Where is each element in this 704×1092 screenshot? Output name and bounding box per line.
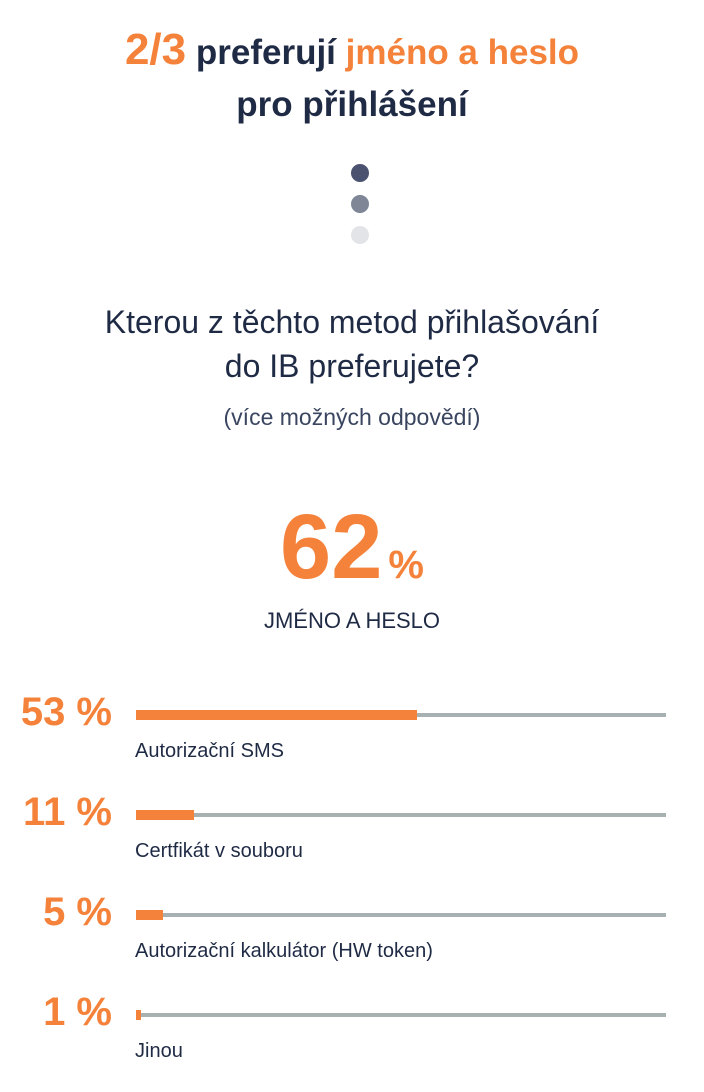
bar-category-label: Certfikát v souboru — [135, 840, 303, 862]
question-note: (více možných odpovědí) — [223, 404, 481, 430]
bar-fill — [136, 910, 163, 920]
bar-track — [136, 810, 666, 820]
headline-line-1: 2/3 preferují jméno a heslo — [0, 24, 704, 79]
headline: 2/3 preferují jméno a heslo pro přihláše… — [0, 24, 704, 131]
dot-1 — [351, 164, 369, 182]
bar-category-label: Autorizační SMS — [135, 740, 284, 762]
bar-category-label: Autorizační kalkulátor (HW token) — [135, 940, 433, 962]
highlight-unit: % — [388, 543, 424, 587]
highlight-value: 62 — [280, 496, 383, 598]
dot-3 — [351, 226, 369, 244]
question: Kterou z těchto metod přihlašování do IB… — [0, 300, 704, 388]
bar-track — [136, 710, 666, 720]
question-line-1: Kterou z těchto metod přihlašování — [104, 304, 600, 340]
bar-track — [136, 910, 666, 920]
bar-value-label: 5 % — [43, 890, 112, 934]
bar-row: 11 % Certfikát v souboru — [0, 786, 704, 886]
headline-accent: jméno a heslo — [345, 33, 580, 72]
bar-fill — [136, 710, 417, 720]
bar-fill — [136, 810, 195, 820]
bar-category-label: Jinou — [135, 1040, 183, 1062]
bar-row: 5 % Autorizační kalkulátor (HW token) — [0, 886, 704, 986]
headline-fraction: 2/3 — [124, 25, 187, 74]
bar-fill — [136, 1010, 142, 1020]
bar-row: 53 % Autorizační SMS — [0, 686, 704, 786]
highlight-stat: 62% — [0, 492, 704, 602]
question-line-2: do IB preferujete? — [224, 348, 480, 384]
bar-track — [136, 1010, 666, 1020]
bar-chart: 53 % Autorizační SMS 11 % Certfikát v soubo… — [0, 686, 704, 1086]
bar-row: 1 % Jinou — [0, 986, 704, 1086]
bar-value-label: 11 % — [23, 790, 112, 834]
headline-text: preferují — [195, 33, 336, 72]
dots-divider — [351, 164, 369, 257]
bar-value-label: 53 % — [20, 690, 112, 734]
bar-value-label: 1 % — [43, 990, 112, 1034]
highlight-label: JMÉNO A HESLO — [263, 608, 441, 633]
headline-line-2: pro přihlášení — [236, 85, 468, 124]
dot-2 — [351, 195, 369, 213]
